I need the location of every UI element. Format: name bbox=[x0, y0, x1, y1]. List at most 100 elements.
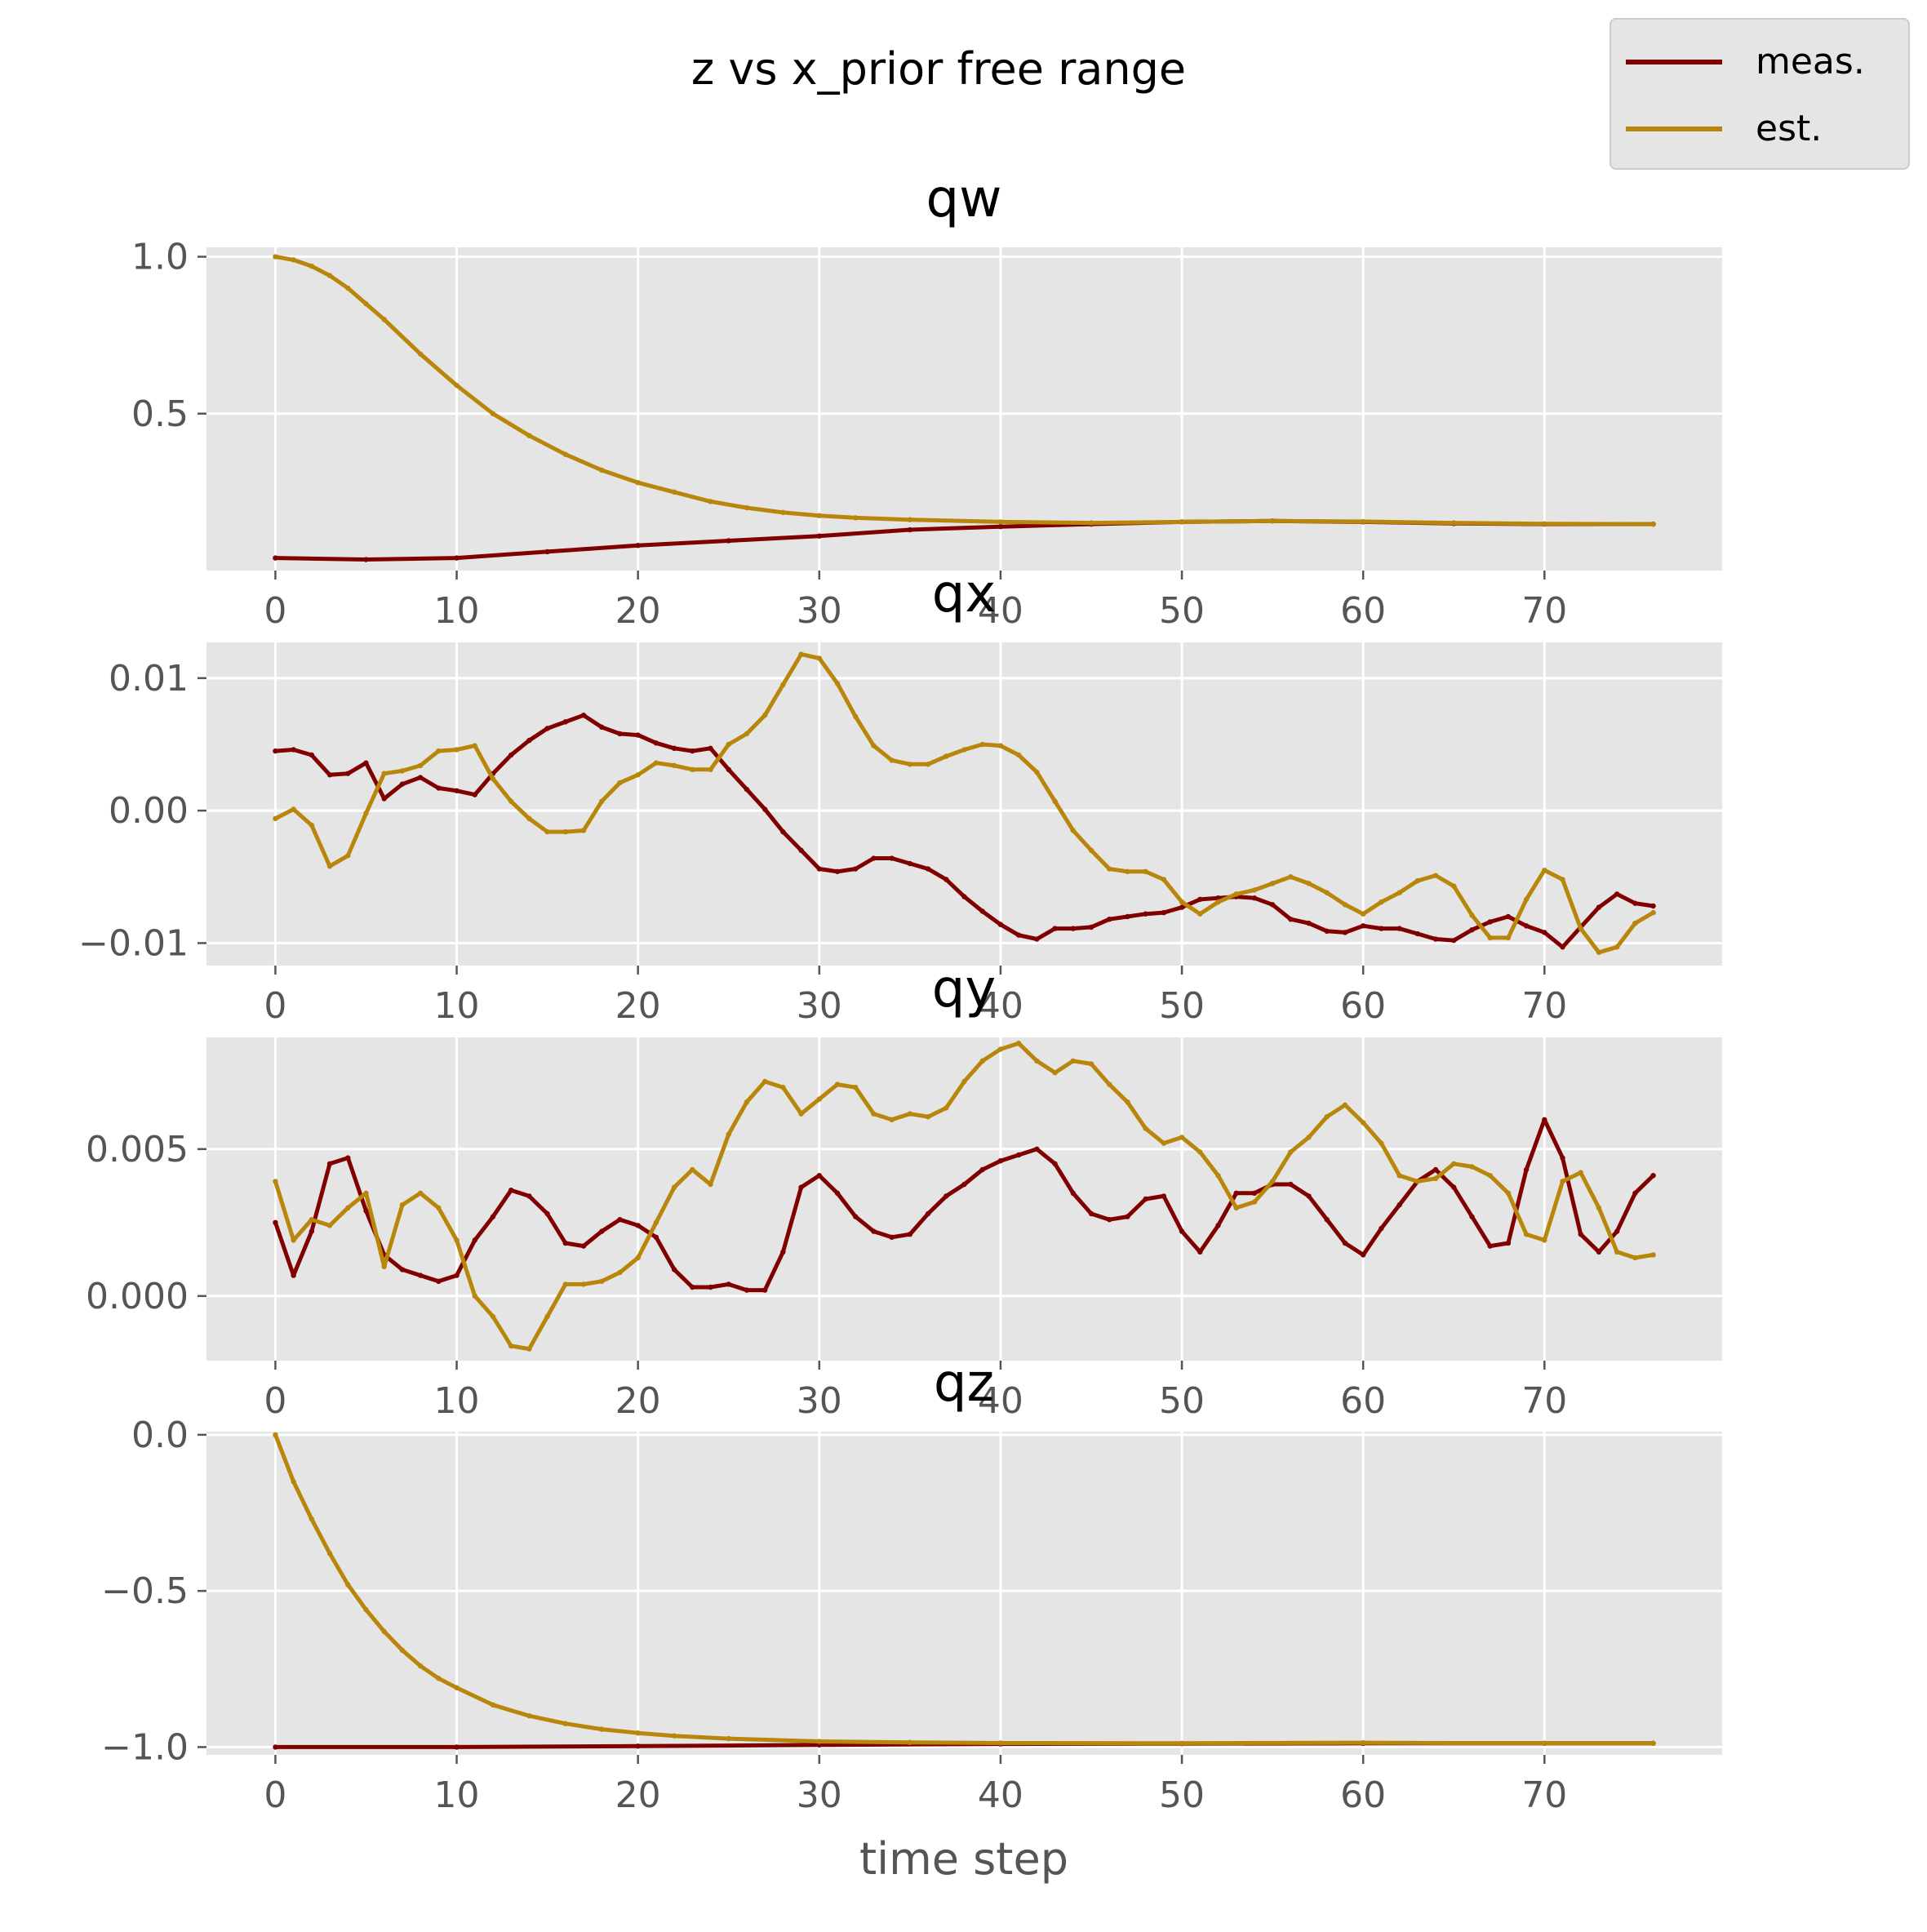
data-point-est bbox=[1306, 881, 1312, 886]
data-point-est bbox=[1088, 1061, 1094, 1067]
data-point-meas bbox=[562, 1240, 569, 1246]
data-point-est bbox=[309, 1217, 315, 1223]
data-point-est bbox=[961, 747, 967, 753]
data-point-est bbox=[1015, 752, 1022, 758]
data-point-meas bbox=[979, 908, 985, 914]
data-point-meas bbox=[944, 877, 949, 882]
data-point-meas bbox=[273, 1219, 278, 1226]
data-point-meas bbox=[580, 1243, 587, 1249]
data-point-est bbox=[273, 1432, 278, 1438]
data-point-meas bbox=[526, 737, 532, 744]
data-point-meas bbox=[1360, 1252, 1366, 1258]
data-point-meas bbox=[853, 1214, 859, 1219]
data-point-est bbox=[780, 682, 786, 688]
x-tick-label: 20 bbox=[615, 1380, 661, 1422]
data-point-est bbox=[345, 1205, 351, 1211]
data-point-meas bbox=[1088, 924, 1094, 930]
data-point-est bbox=[1487, 935, 1493, 941]
data-point-meas bbox=[1596, 904, 1602, 910]
data-point-est bbox=[690, 766, 695, 773]
data-point-meas bbox=[671, 745, 677, 752]
data-point-est bbox=[326, 273, 333, 278]
data-point-est bbox=[490, 1702, 496, 1708]
y-tick-label: 0.005 bbox=[86, 1129, 189, 1170]
data-point-meas bbox=[690, 1284, 695, 1290]
data-point-meas bbox=[1414, 930, 1421, 937]
data-point-meas bbox=[291, 747, 296, 753]
x-tick-label: 20 bbox=[615, 1774, 661, 1816]
data-point-meas bbox=[1469, 1214, 1475, 1219]
data-point-est bbox=[798, 651, 804, 657]
data-point-est bbox=[944, 1105, 949, 1111]
data-point-est bbox=[907, 1739, 913, 1745]
legend-item-est: est. bbox=[1611, 104, 1908, 153]
data-point-est bbox=[273, 1179, 278, 1184]
data-point-meas bbox=[1197, 896, 1203, 903]
data-point-meas bbox=[744, 786, 750, 793]
data-point-meas bbox=[1342, 1240, 1348, 1246]
data-point-est bbox=[1306, 1135, 1312, 1140]
data-point-est bbox=[744, 731, 750, 737]
data-point-est bbox=[1251, 887, 1258, 893]
data-point-meas bbox=[889, 1234, 895, 1241]
data-point-est bbox=[761, 713, 768, 718]
data-point-est bbox=[417, 762, 424, 769]
data-point-est bbox=[454, 747, 460, 753]
data-point-est bbox=[907, 1111, 913, 1117]
data-point-meas bbox=[834, 1190, 841, 1197]
data-point-est bbox=[1414, 1179, 1421, 1184]
data-point-est bbox=[1596, 949, 1602, 955]
data-point-est bbox=[853, 515, 859, 521]
x-tick-label: 20 bbox=[615, 985, 661, 1027]
data-point-est bbox=[417, 351, 424, 357]
data-point-meas bbox=[1251, 895, 1258, 901]
data-point-meas bbox=[273, 748, 278, 754]
x-tick-label: 20 bbox=[615, 590, 661, 632]
data-point-meas bbox=[1197, 1249, 1203, 1255]
x-axis-label: time step bbox=[859, 1833, 1068, 1885]
data-point-meas bbox=[363, 1208, 369, 1214]
data-point-est bbox=[997, 743, 1004, 748]
data-point-meas bbox=[1614, 1228, 1620, 1234]
data-point-est bbox=[580, 828, 587, 833]
data-point-est bbox=[381, 1264, 387, 1270]
data-point-meas bbox=[979, 1166, 985, 1173]
data-point-est bbox=[997, 1740, 1004, 1746]
data-point-est bbox=[291, 1479, 296, 1485]
data-point-est bbox=[454, 1685, 460, 1690]
data-point-meas bbox=[1034, 936, 1040, 942]
data-point-meas bbox=[1052, 1161, 1058, 1167]
subplot-qw: 0 10 20 30 40 50 60 70 0.5 1.0 qw bbox=[131, 169, 1722, 632]
y-tick-label: 0.0 bbox=[131, 1415, 189, 1456]
data-point-meas bbox=[997, 922, 1004, 927]
data-point-est bbox=[1451, 883, 1457, 889]
data-point-meas bbox=[1596, 1249, 1602, 1255]
subplot-qz: 0 10 20 30 40 50 60 70 −1.0 −0.5 0.0 qz time step bbox=[101, 1353, 1722, 1885]
data-point-est bbox=[599, 1726, 605, 1732]
plot-area-qw bbox=[206, 247, 1722, 571]
data-point-meas bbox=[1161, 909, 1167, 916]
data-point-est bbox=[1288, 874, 1294, 880]
data-point-meas bbox=[1379, 1225, 1384, 1232]
data-point-est bbox=[345, 285, 351, 291]
x-tick-label: 30 bbox=[797, 1774, 842, 1816]
data-point-est bbox=[635, 1255, 641, 1261]
data-point-meas bbox=[1052, 926, 1058, 931]
data-point-meas bbox=[1125, 913, 1130, 920]
data-point-est bbox=[326, 1551, 333, 1557]
data-point-meas bbox=[454, 555, 460, 561]
data-point-meas bbox=[1342, 930, 1348, 935]
x-tick-label: 40 bbox=[978, 1380, 1023, 1422]
data-point-est bbox=[309, 822, 315, 828]
data-point-meas bbox=[907, 1232, 913, 1237]
data-point-est bbox=[1197, 911, 1203, 917]
subplot-title: qx bbox=[932, 564, 997, 624]
data-point-meas bbox=[635, 1743, 641, 1749]
data-point-meas bbox=[780, 1249, 786, 1255]
data-point-meas bbox=[1560, 1155, 1565, 1161]
x-tick-label: 60 bbox=[1340, 1774, 1386, 1816]
data-point-est bbox=[871, 743, 877, 748]
data-point-est bbox=[1542, 867, 1547, 873]
data-point-meas bbox=[417, 1272, 424, 1278]
y-tick-label: 1.0 bbox=[131, 237, 189, 278]
